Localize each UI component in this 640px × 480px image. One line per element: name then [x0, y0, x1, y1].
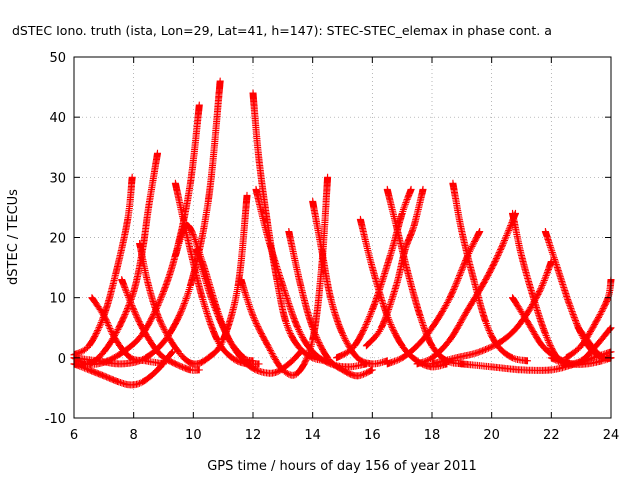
- x-tick-label: 6: [70, 428, 78, 443]
- series-7-markers: [118, 276, 203, 374]
- y-tick-label: -10: [45, 412, 66, 427]
- series-30-markers: [562, 276, 615, 362]
- x-tick-label: 24: [603, 428, 620, 443]
- series-8: [136, 191, 251, 368]
- series-14-markers: [237, 173, 332, 379]
- y-tick-label: 20: [49, 232, 66, 247]
- series-30: [562, 276, 615, 362]
- series-15-markers: [285, 228, 376, 380]
- y-axis-label: dSTEC / TECUs: [6, 189, 21, 285]
- x-tick-label: 18: [424, 428, 441, 443]
- x-tick-label: 20: [483, 428, 500, 443]
- series-18-markers: [356, 215, 451, 371]
- series-23: [413, 209, 519, 368]
- y-tick-label: 40: [49, 111, 66, 126]
- y-tick-label: 30: [49, 171, 66, 186]
- series-21-markers: [383, 228, 484, 368]
- x-tick-label: 12: [245, 428, 262, 443]
- series-1: [70, 173, 136, 359]
- series-20: [362, 185, 427, 350]
- series-21: [383, 228, 484, 368]
- series-25-markers: [428, 258, 555, 368]
- series-8-markers: [136, 191, 251, 368]
- series-5: [88, 294, 167, 368]
- series-14: [237, 173, 332, 379]
- series-25: [428, 258, 555, 368]
- series-20-markers: [362, 185, 427, 350]
- chart-title: dSTEC Iono. truth (ista, Lon=29, Lat=41,…: [12, 23, 552, 38]
- x-tick-label: 8: [130, 428, 138, 443]
- series-11: [192, 246, 305, 377]
- y-tick-label: 50: [49, 51, 66, 66]
- series-11-markers: [192, 246, 305, 377]
- series-23-markers: [413, 209, 519, 368]
- x-tick-label: 22: [543, 428, 560, 443]
- data-marks: [70, 77, 615, 389]
- series-27: [541, 228, 615, 362]
- series-5-markers: [88, 294, 167, 368]
- x-tick-label: 14: [304, 428, 321, 443]
- series-18: [356, 215, 451, 371]
- x-axis-label: GPS time / hours of day 156 of year 2011: [207, 459, 477, 474]
- y-tick-label: 0: [58, 352, 66, 367]
- x-tick-label: 16: [364, 428, 381, 443]
- axis-ticks: 6 8 10 12 14 16 18 20 22 24 -10 0 10 20 30 40 50: [45, 51, 620, 443]
- x-tick-label: 10: [185, 428, 202, 443]
- y-tick-label: 10: [49, 292, 66, 307]
- series-7: [118, 276, 203, 374]
- series-27-markers: [541, 228, 615, 362]
- series-15: [285, 228, 376, 380]
- series-1-markers: [70, 173, 136, 359]
